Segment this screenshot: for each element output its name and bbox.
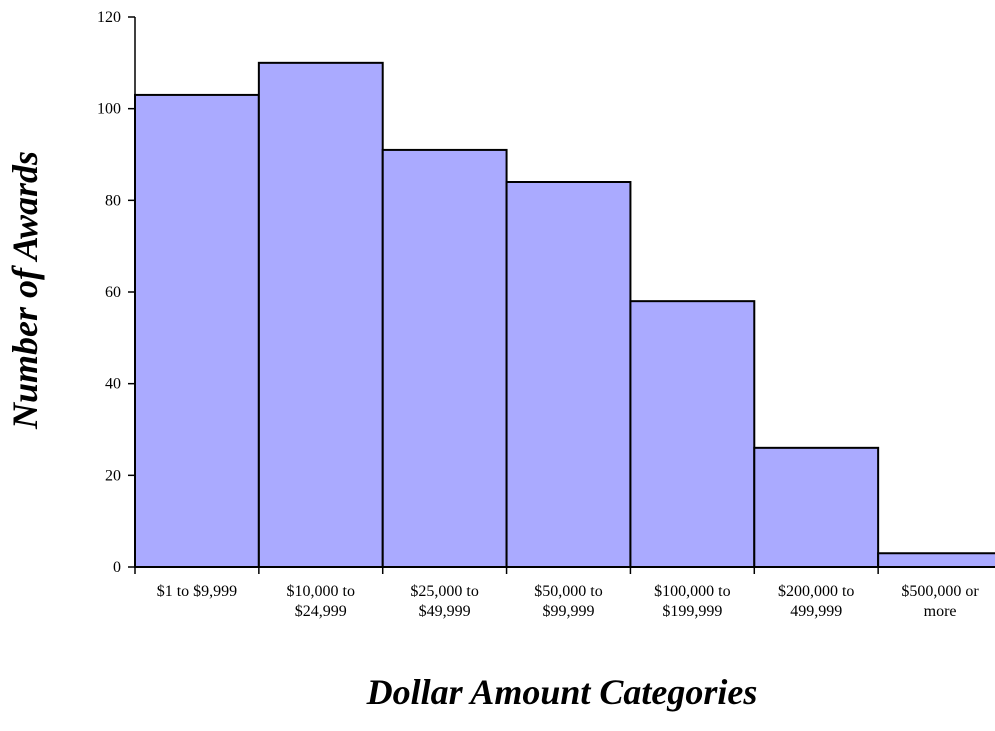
y-tick-label-5: 100 (97, 101, 121, 118)
bars-layer (134, 61, 995, 569)
bar-2 (381, 148, 508, 569)
bar-5 (753, 446, 880, 569)
x-axis-title: Dollar Amount Categories (366, 672, 758, 712)
y-tick-label-4: 80 (105, 192, 121, 209)
x-tick-label-0: $1 to $9,999 (157, 583, 237, 600)
y-tick-label-2: 40 (105, 376, 121, 393)
x-tick-label-4: $100,000 to $199,999 (654, 583, 730, 620)
y-axis: 0 20 40 60 80 100 120 (97, 9, 136, 576)
bar-0 (134, 93, 260, 569)
x-tick-label-2: $25,000 to $49,999 (410, 583, 478, 620)
y-tick-label-1: 20 (105, 467, 121, 484)
y-tick-label-0: 0 (113, 559, 121, 576)
bar-4 (629, 300, 756, 568)
y-axis-title: Number of Awards (5, 151, 45, 430)
y-tick-label-3: 60 (105, 284, 121, 301)
x-tick-label-6: $500,000 or more (901, 583, 979, 620)
bar-6 (877, 552, 995, 568)
x-tick-label-3: $50,000 to $99,999 (534, 583, 602, 620)
bar-3 (505, 181, 632, 568)
x-axis: $1 to $9,999 $10,000 to $24,999 $25,000 to $… (134, 566, 995, 620)
x-tick-label-5: $200,000 to 499,999 (778, 583, 854, 620)
x-tick-label-1: $10,000 to $24,999 (287, 583, 355, 620)
y-tick-label-6: 120 (97, 9, 121, 26)
bar-1 (257, 61, 384, 568)
